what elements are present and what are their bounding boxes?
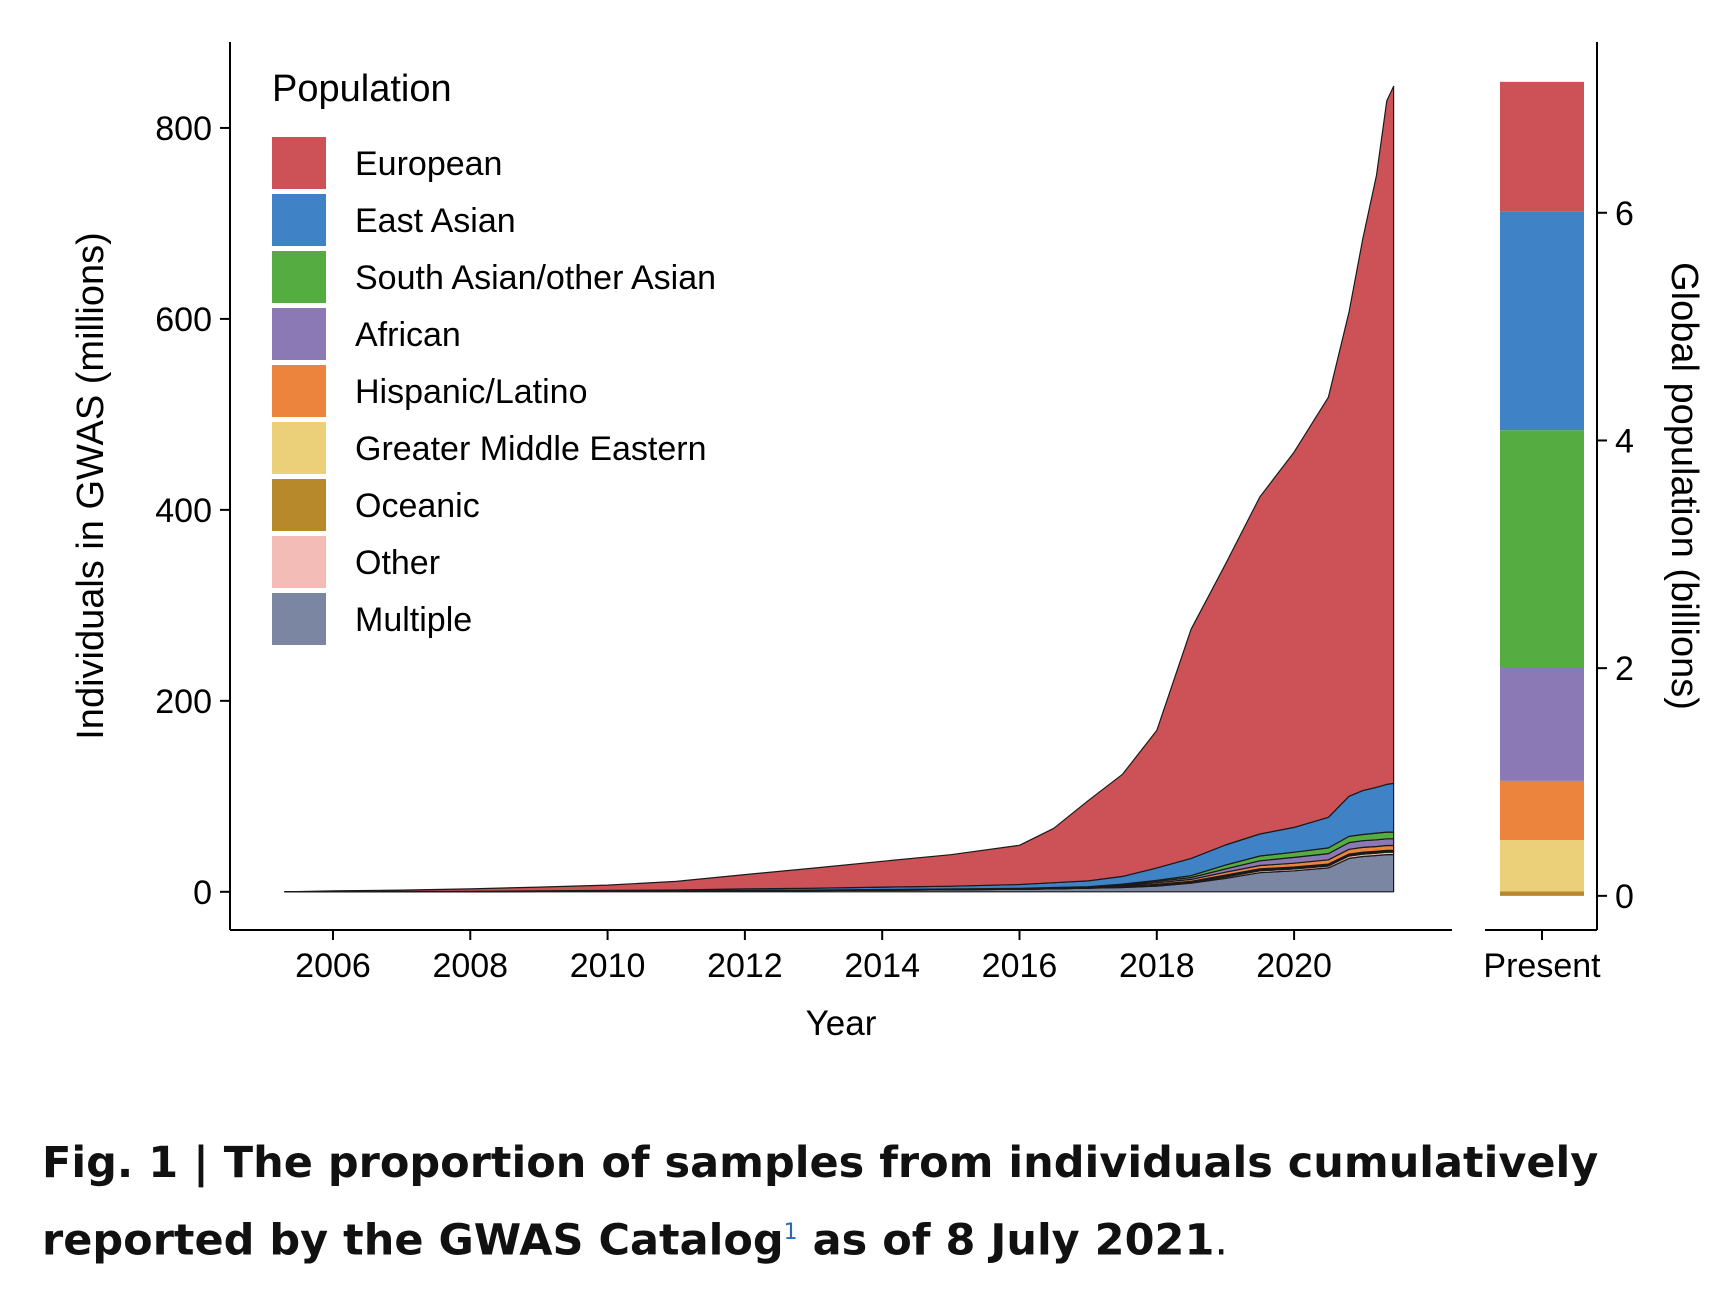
legend-label-oceanic: Oceanic — [355, 487, 480, 525]
legend-label-hispanic-latino: Hispanic/Latino — [355, 373, 587, 411]
right-tick-label: 2 — [1615, 650, 1634, 688]
legend-label-african: African — [355, 316, 461, 354]
caption-main: Fig. 1 | The proportion of samples from … — [42, 1138, 1599, 1266]
x-tick-label: 2012 — [707, 947, 783, 985]
legend-title: Population — [272, 68, 452, 110]
legend-swatch-multiple — [272, 593, 326, 645]
y-tick-label: 200 — [155, 683, 212, 721]
y-axis-label: Individuals in GWAS (millions) — [70, 232, 112, 740]
y-tick-label: 0 — [193, 874, 212, 912]
y-tick-label: 800 — [155, 110, 212, 148]
legend-label-east-asian: East Asian — [355, 202, 516, 240]
right-tick-label: 0 — [1615, 878, 1634, 916]
legend-swatch-african — [272, 308, 326, 360]
caption-period: . — [1214, 1215, 1229, 1266]
bar-segment-african — [1500, 667, 1584, 781]
bar-segment-oceanic — [1500, 891, 1584, 896]
x-tick-label: 2016 — [982, 947, 1058, 985]
x-tick-label: 2006 — [295, 947, 371, 985]
legend-swatch-hispanic-latino — [272, 365, 326, 417]
caption-reference[interactable]: 1 — [783, 1220, 798, 1245]
bar-segment-greater-middle-eastern — [1500, 840, 1584, 892]
legend-label-greater-middle-eastern: Greater Middle Eastern — [355, 430, 707, 468]
category-label: Present — [1483, 947, 1601, 985]
right-axis-label: Global population (billions) — [1663, 262, 1705, 710]
global-population-bar-chart: 0 2 4 6 Present Global population (billions) — [1483, 42, 1705, 985]
bar-segment-south-asian-other-asian — [1500, 430, 1584, 668]
y-tick-label: 400 — [155, 492, 212, 530]
legend-swatch-oceanic — [272, 479, 326, 531]
legend-swatch-greater-middle-eastern — [272, 422, 326, 474]
bar-segment-east-asian — [1500, 211, 1584, 431]
legend-label-south-asian-other-asian: South Asian/other Asian — [355, 259, 716, 297]
legend-swatch-european — [272, 137, 326, 189]
x-tick-label: 2010 — [570, 947, 646, 985]
figure-svg: 0 200 400 600 800 2006 2008 2010 2012 2014 2016 201… — [70, 42, 1705, 1043]
legend-swatch-other — [272, 536, 326, 588]
x-tick-label: 2018 — [1119, 947, 1195, 985]
legend-label-other: Other — [355, 544, 440, 582]
bar-segment-hispanic-latino — [1500, 780, 1584, 841]
legend-swatch-east-asian — [272, 194, 326, 246]
area-european — [284, 85, 1395, 893]
x-tick-label: 2020 — [1256, 947, 1332, 985]
legend: Population European East Asian South Asian/… — [272, 68, 716, 645]
legend-label-multiple: Multiple — [355, 601, 472, 639]
figure-caption: Fig. 1 | The proportion of samples from … — [42, 1128, 1682, 1275]
caption-tail: as of 8 July 2021 — [797, 1215, 1215, 1266]
figure: 0 200 400 600 800 2006 2008 2010 2012 2014 2016 201… — [70, 42, 1705, 1043]
x-axis-label: Year — [806, 1004, 877, 1043]
x-tick-label: 2014 — [844, 947, 920, 985]
bar-segment-european — [1500, 81, 1584, 212]
right-tick-label: 6 — [1615, 195, 1634, 233]
right-tick-label: 4 — [1615, 422, 1634, 460]
y-tick-label: 600 — [155, 301, 212, 339]
x-tick-label: 2008 — [432, 947, 508, 985]
legend-swatch-south-asian-other-asian — [272, 251, 326, 303]
main-area-chart: 0 200 400 600 800 2006 2008 2010 2012 2014 2016 201… — [70, 42, 1452, 1043]
legend-label-european: European — [355, 145, 502, 183]
